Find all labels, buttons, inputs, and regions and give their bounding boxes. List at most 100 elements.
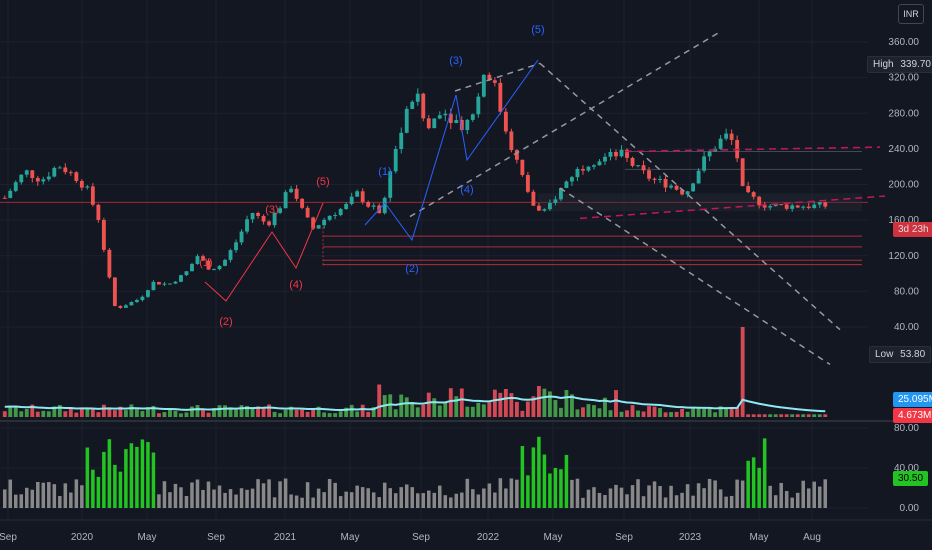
- candle-body: [630, 157, 635, 166]
- volume-bar: [790, 414, 795, 417]
- time-tick: May: [138, 532, 157, 543]
- volume-bar: [470, 406, 475, 417]
- candle-body: [481, 74, 486, 97]
- volume-bar: [685, 411, 690, 417]
- oscillator-bar: [630, 485, 635, 508]
- candle-body: [349, 196, 354, 204]
- oscillator-bar: [316, 488, 321, 508]
- volume-bar: [729, 406, 734, 417]
- volume-bar: [90, 409, 95, 417]
- oscillator-bar: [338, 496, 343, 508]
- candle-body: [250, 213, 255, 220]
- volume-bar: [762, 414, 767, 417]
- candle-body: [443, 113, 448, 116]
- volume-bar: [525, 401, 530, 417]
- volume-bar: [52, 406, 57, 417]
- candle-body: [57, 167, 62, 169]
- candle-body: [514, 150, 519, 160]
- wave-label-red: (2): [219, 316, 232, 328]
- candle-body: [24, 170, 29, 175]
- oscillator-bar: [377, 497, 381, 508]
- volume-bar: [592, 405, 596, 417]
- volume-bar: [691, 408, 696, 417]
- oscillator-bar: [300, 497, 304, 508]
- candle-body: [399, 132, 404, 150]
- oscillator-bar: [245, 489, 249, 508]
- volume-bar: [586, 404, 591, 417]
- oscillator-bar: [410, 487, 415, 508]
- volume-bar: [41, 410, 46, 417]
- candle-body: [195, 256, 200, 264]
- candle-body: [278, 208, 283, 213]
- wave-label-red: (5): [316, 176, 329, 188]
- oscillator-bar: [542, 454, 547, 508]
- wave-label-blue: (4): [460, 184, 473, 196]
- volume-bar: [603, 397, 607, 417]
- candle-body: [404, 108, 409, 133]
- volume-bar: [267, 404, 272, 417]
- volume-bar: [68, 407, 73, 417]
- candle-body: [525, 175, 530, 192]
- oscillator-bar: [212, 489, 216, 508]
- oscillator-bar: [432, 492, 437, 508]
- wave-label-blue: (5): [531, 24, 544, 36]
- candle-body: [806, 206, 811, 209]
- volume-bar: [663, 412, 668, 417]
- candle-body: [8, 190, 13, 198]
- candle-body: [129, 302, 134, 306]
- volume-bar: [112, 410, 117, 417]
- time-tick: Sep: [412, 532, 430, 543]
- time-axis: Sep 2020 May Sep 2021 May Sep 2022 May Sep 2023 May…: [0, 532, 821, 543]
- candle-body: [680, 189, 685, 195]
- oscillator-bar: [267, 479, 271, 508]
- high-label: High: [873, 59, 894, 70]
- volume-bar: [201, 410, 205, 417]
- wave-label-blue: (2): [405, 263, 418, 275]
- volume-bar: [371, 407, 376, 417]
- low-value: 53.80: [900, 349, 926, 360]
- oscillator-bar: [553, 467, 558, 508]
- candle-body: [201, 256, 205, 261]
- oscillator-bar: [256, 479, 260, 508]
- time-tick: May: [341, 532, 360, 543]
- volume-bar: [289, 406, 294, 417]
- oscillator-bar: [107, 439, 112, 508]
- candle-body: [547, 202, 552, 210]
- volume-bar: [558, 407, 563, 417]
- candle-body: [592, 165, 596, 167]
- volume-bar: [503, 388, 508, 417]
- volume-bar: [140, 411, 145, 417]
- candle-body: [426, 118, 431, 129]
- candle-body: [415, 93, 420, 102]
- currency-button[interactable]: INR: [898, 4, 924, 24]
- volume-bar: [19, 411, 24, 417]
- volume-bar: [404, 397, 409, 417]
- oscillator-bar: [526, 475, 530, 508]
- candle-body: [228, 250, 233, 260]
- oscillator-bar: [168, 492, 172, 508]
- candle-body: [647, 170, 651, 179]
- low-label: Low: [875, 349, 894, 360]
- candle-body: [575, 168, 580, 178]
- volume-bar: [388, 394, 393, 417]
- oscillator-bar: [476, 494, 481, 508]
- oscillator-bar: [790, 497, 794, 508]
- volume-ma-tag: 25.095M: [893, 392, 932, 407]
- volume-bar: [476, 402, 481, 417]
- candle-body: [558, 187, 563, 200]
- candle-body: [570, 177, 574, 182]
- candle-body: [812, 204, 817, 209]
- oscillator-bar: [812, 481, 816, 508]
- volume-bar: [305, 411, 310, 417]
- oscillator-bar: [366, 488, 370, 508]
- volume-bar: [812, 414, 817, 417]
- oscillator-bar: [355, 485, 359, 508]
- price-tick: 160.00: [888, 215, 919, 226]
- volume-bar: [570, 394, 574, 417]
- volume-bar: [217, 405, 222, 417]
- candle-body: [652, 178, 657, 180]
- candle-body: [707, 151, 712, 157]
- price-tick: 120.00: [888, 251, 919, 262]
- volume-bar: [24, 409, 29, 417]
